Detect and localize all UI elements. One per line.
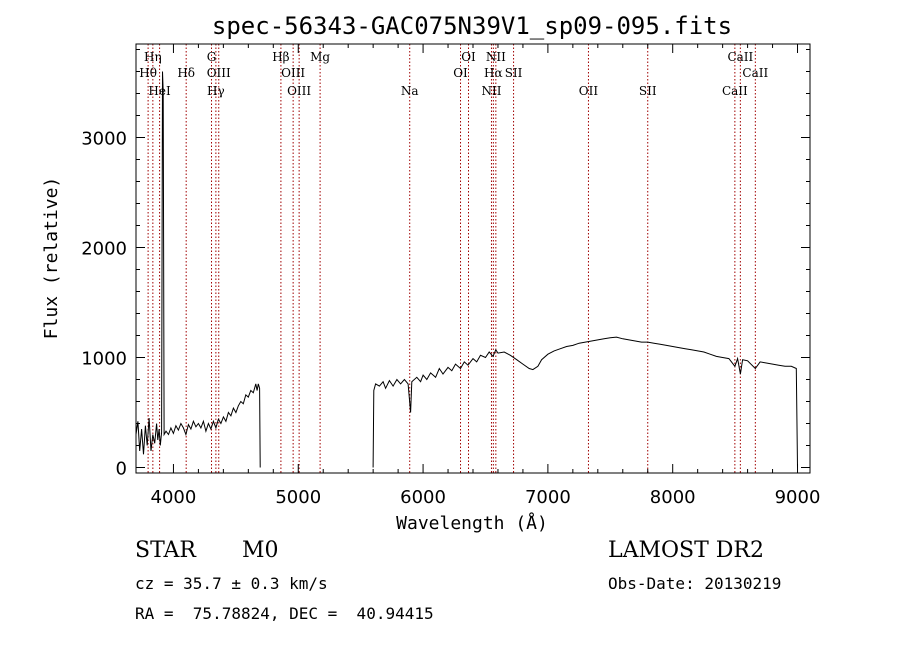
emission-line-label: OIII — [207, 66, 231, 80]
emission-line-label: CaII — [742, 66, 768, 80]
y-tick-label: 0 — [116, 459, 127, 480]
emission-line-label: G — [207, 50, 217, 64]
emission-line-label: Na — [401, 84, 419, 98]
y-tick-label: 2000 — [81, 239, 127, 260]
spectrum-line — [135, 71, 261, 468]
emission-line-label: CaII — [722, 84, 748, 98]
survey-label: LAMOST DR2 — [608, 538, 764, 563]
y-tick-label: 1000 — [81, 349, 127, 370]
obs-date-text: Obs-Date: 20130219 — [608, 574, 782, 593]
emission-line-label: NII — [486, 50, 506, 64]
emission-line-label: Mg — [310, 50, 330, 64]
emission-line-label: NII — [481, 84, 501, 98]
x-tick-label: 8000 — [650, 487, 696, 508]
emission-line-label: Hα — [484, 66, 503, 80]
emission-line-label: OI — [453, 66, 468, 80]
emission-line-label: Hδ — [177, 66, 195, 80]
y-axis-ticks: 0 1000 2000 3000 — [81, 49, 810, 480]
redshift-text: cz = 35.7 ± 0.3 km/s — [135, 574, 328, 593]
x-tick-label: 7000 — [525, 487, 571, 508]
spectrum-line — [372, 336, 798, 468]
emission-line-label: OIII — [281, 66, 305, 80]
subclass-label: M0 — [242, 538, 279, 563]
emission-line-label: Hθ — [139, 66, 157, 80]
class-label: STAR — [135, 538, 196, 563]
emission-line-label: Hη — [144, 50, 162, 64]
spectrum-series — [135, 71, 798, 468]
x-tick-label: 5000 — [275, 487, 321, 508]
y-tick-label: 3000 — [81, 129, 127, 150]
x-tick-label: 6000 — [400, 487, 446, 508]
chart-title: spec-56343-GAC075N39V1_sp09-095.fits — [212, 12, 732, 40]
emission-line-label: HeI — [148, 84, 171, 98]
x-tick-label: 4000 — [151, 487, 197, 508]
x-tick-label: 9000 — [775, 487, 821, 508]
emission-line-label: OI — [461, 50, 476, 64]
coordinates-text: RA = 75.78824, DEC = 40.94415 — [135, 604, 434, 623]
emission-line-markers — [147, 44, 756, 473]
y-axis-label: Flux (relative) — [41, 177, 62, 340]
emission-line-label: SII — [639, 84, 657, 98]
emission-line-label: SII — [505, 66, 523, 80]
emission-line-label: OIII — [287, 84, 311, 98]
emission-line-label: Hγ — [207, 84, 225, 98]
emission-line-label: OII — [579, 84, 599, 98]
emission-line-label: CaII — [727, 50, 753, 64]
emission-line-label: Hβ — [272, 50, 289, 64]
x-axis-label: Wavelength (Å) — [396, 512, 548, 534]
x-axis-ticks: 4000 5000 6000 7000 8000 9000 — [151, 44, 821, 508]
